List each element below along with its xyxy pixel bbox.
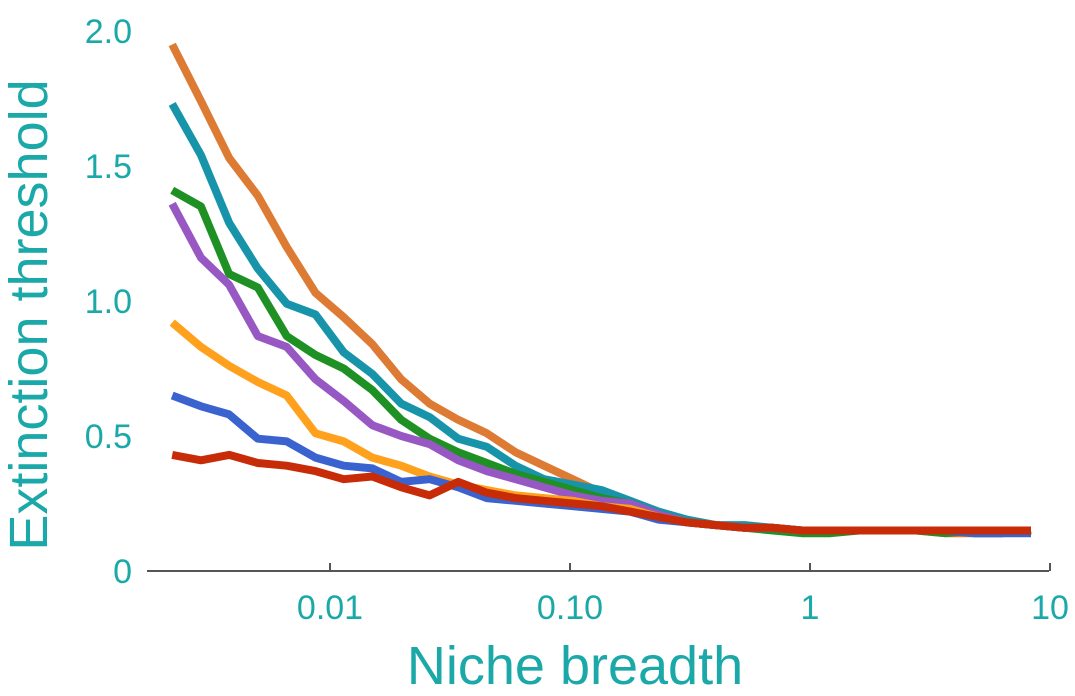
y-tick-label: 1.0 bbox=[85, 283, 132, 321]
series-line-7 bbox=[171, 450, 1031, 535]
series-line-4 bbox=[168, 201, 1031, 535]
y-tick-label: 1.5 bbox=[85, 148, 132, 186]
x-tick-label: 0.10 bbox=[537, 589, 603, 627]
x-tick-label: 0.01 bbox=[297, 589, 363, 627]
y-axis-title: Extinction threshold bbox=[0, 79, 59, 550]
x-tick-label: 10 bbox=[1031, 589, 1069, 627]
y-tick-label: 0.5 bbox=[85, 418, 132, 456]
x-axis-ticks: 0.01 0.10 1 10 bbox=[297, 563, 1069, 627]
y-tick-label: 2.0 bbox=[85, 13, 132, 51]
x-tick-label: 1 bbox=[801, 589, 820, 627]
series-layer bbox=[168, 42, 1032, 538]
series-line-1 bbox=[168, 42, 1032, 538]
x-axis-title: Niche breadth bbox=[407, 636, 743, 696]
y-axis-ticks: 0 0.5 1.0 1.5 2.0 bbox=[85, 13, 132, 591]
y-tick-label: 0 bbox=[113, 553, 132, 591]
